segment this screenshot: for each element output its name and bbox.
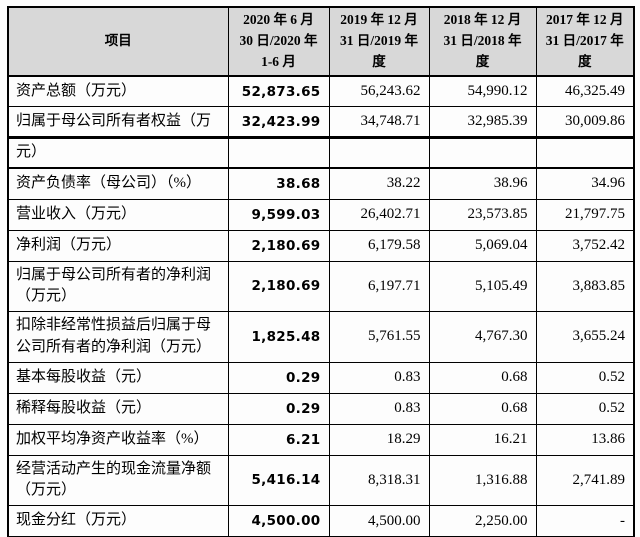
table-row: 净利润（万元） 2,180.69 6,179.58 5,069.04 3,752.42 [7,229,635,262]
value-cell: 6.21 [227,423,330,456]
value-cell: 0.29 [227,392,330,425]
value-cell: 2,180.69 [227,229,330,262]
value-cell: 1,316.88 [428,454,537,507]
item-label: 现金分红（万元） [7,505,229,537]
table-row: 元） [7,136,635,170]
value-cell: 0.68 [428,361,537,394]
value-cell: 9,599.03 [227,198,330,231]
item-label: 资产负债率（母公司）（%） [7,167,229,200]
value-cell: 21,797.75 [535,198,635,231]
value-cell: 5,105.49 [428,260,537,313]
value-cell: - [535,505,635,537]
table-row: 基本每股收益（元） 0.29 0.83 0.68 0.52 [7,361,635,394]
value-cell: 56,243.62 [328,75,430,108]
item-label: 元） [7,136,229,170]
column-header-item: 项目 [7,6,229,77]
value-cell: 4,500.00 [227,505,330,537]
table-row: 加权平均净资产收益率（%） 6.21 18.29 16.21 13.86 [7,423,635,456]
value-cell: 46,325.49 [535,75,635,108]
item-label: 净利润（万元） [7,229,229,262]
item-label: 归属于母公司所有者的净利润 （万元） [7,260,229,313]
table-row: 资产负债率（母公司）（%） 38.68 38.22 38.96 34.96 [7,167,635,200]
value-cell: 5,069.04 [428,229,537,262]
value-cell: 54,990.12 [428,75,537,108]
value-cell: 0.68 [428,392,537,425]
value-cell: 34,748.71 [328,106,430,139]
value-cell: 30,009.86 [535,106,635,139]
value-cell: 0.83 [328,361,430,394]
column-header-2017: 2017 年 12 月 31 日/2017 年 度 [535,6,635,77]
table-header: 项目 2020 年 6 月 30 日/2020 年 1-6 月 2019 年 1… [7,6,635,77]
table-row: 扣除非经常性损益后归属于母 公司所有者的净利润（万元） 1,825.48 5,761… [7,311,635,363]
item-label: 经营活动产生的现金流量净额 （万元） [7,454,229,507]
value-cell: 16.21 [428,423,537,456]
value-cell: 38.22 [328,167,430,200]
item-label: 稀释每股收益（元） [7,392,229,425]
value-cell [328,136,430,170]
value-cell: 0.83 [328,392,430,425]
column-header-2019: 2019 年 12 月 31 日/2019 年 度 [328,6,430,77]
item-label: 资产总额（万元） [7,75,229,108]
table-row: 归属于母公司所有者的净利润 （万元） 2,180.69 6,197.71 5,105.… [7,260,635,313]
value-cell: 2,741.89 [535,454,635,507]
value-cell: 4,767.30 [428,311,537,363]
value-cell [428,136,537,170]
value-cell: 26,402.71 [328,198,430,231]
value-cell: 4,500.00 [328,505,430,537]
value-cell: 5,761.55 [328,311,430,363]
value-cell: 3,655.24 [535,311,635,363]
value-cell [535,136,635,170]
value-cell: 23,573.85 [428,198,537,231]
table-body: 资产总额（万元） 52,873.65 56,243.62 54,990.12 46,32… [7,75,635,537]
value-cell: 3,752.42 [535,229,635,262]
value-cell: 32,985.39 [428,106,537,139]
value-cell: 38.96 [428,167,537,200]
financial-summary-table: 项目 2020 年 6 月 30 日/2020 年 1-6 月 2019 年 1… [7,6,635,537]
column-header-2018: 2018 年 12 月 31 日/2018 年 度 [428,6,537,77]
table-row: 稀释每股收益（元） 0.29 0.83 0.68 0.52 [7,392,635,425]
value-cell: 34.96 [535,167,635,200]
table-row: 经营活动产生的现金流量净额 （万元） 5,416.14 8,318.31 1,316.… [7,454,635,507]
item-label: 扣除非经常性损益后归属于母 公司所有者的净利润（万元） [7,311,229,363]
item-label: 基本每股收益（元） [7,361,229,394]
value-cell: 13.86 [535,423,635,456]
column-header-2020-h1: 2020 年 6 月 30 日/2020 年 1-6 月 [227,6,330,77]
value-cell: 2,180.69 [227,260,330,313]
table-row: 归属于母公司所有者权益（万 32,423.99 34,748.71 32,985.39… [7,106,635,139]
value-cell: 3,883.85 [535,260,635,313]
value-cell: 32,423.99 [227,106,330,139]
item-label: 营业收入（万元） [7,198,229,231]
value-cell: 0.29 [227,361,330,394]
header-row: 项目 2020 年 6 月 30 日/2020 年 1-6 月 2019 年 1… [7,6,635,77]
item-label: 加权平均净资产收益率（%） [7,423,229,456]
value-cell: 18.29 [328,423,430,456]
value-cell: 0.52 [535,392,635,425]
value-cell: 52,873.65 [227,75,330,108]
value-cell [227,136,330,170]
table-row: 营业收入（万元） 9,599.03 26,402.71 23,573.85 21,797… [7,198,635,231]
table-row: 资产总额（万元） 52,873.65 56,243.62 54,990.12 46,32… [7,75,635,108]
value-cell: 6,179.58 [328,229,430,262]
value-cell: 8,318.31 [328,454,430,507]
value-cell: 2,250.00 [428,505,537,537]
value-cell: 38.68 [227,167,330,200]
item-label: 归属于母公司所有者权益（万 [7,106,229,139]
value-cell: 0.52 [535,361,635,394]
table-row: 现金分红（万元） 4,500.00 4,500.00 2,250.00- [7,505,635,537]
value-cell: 5,416.14 [227,454,330,507]
value-cell: 1,825.48 [227,311,330,363]
value-cell: 6,197.71 [328,260,430,313]
